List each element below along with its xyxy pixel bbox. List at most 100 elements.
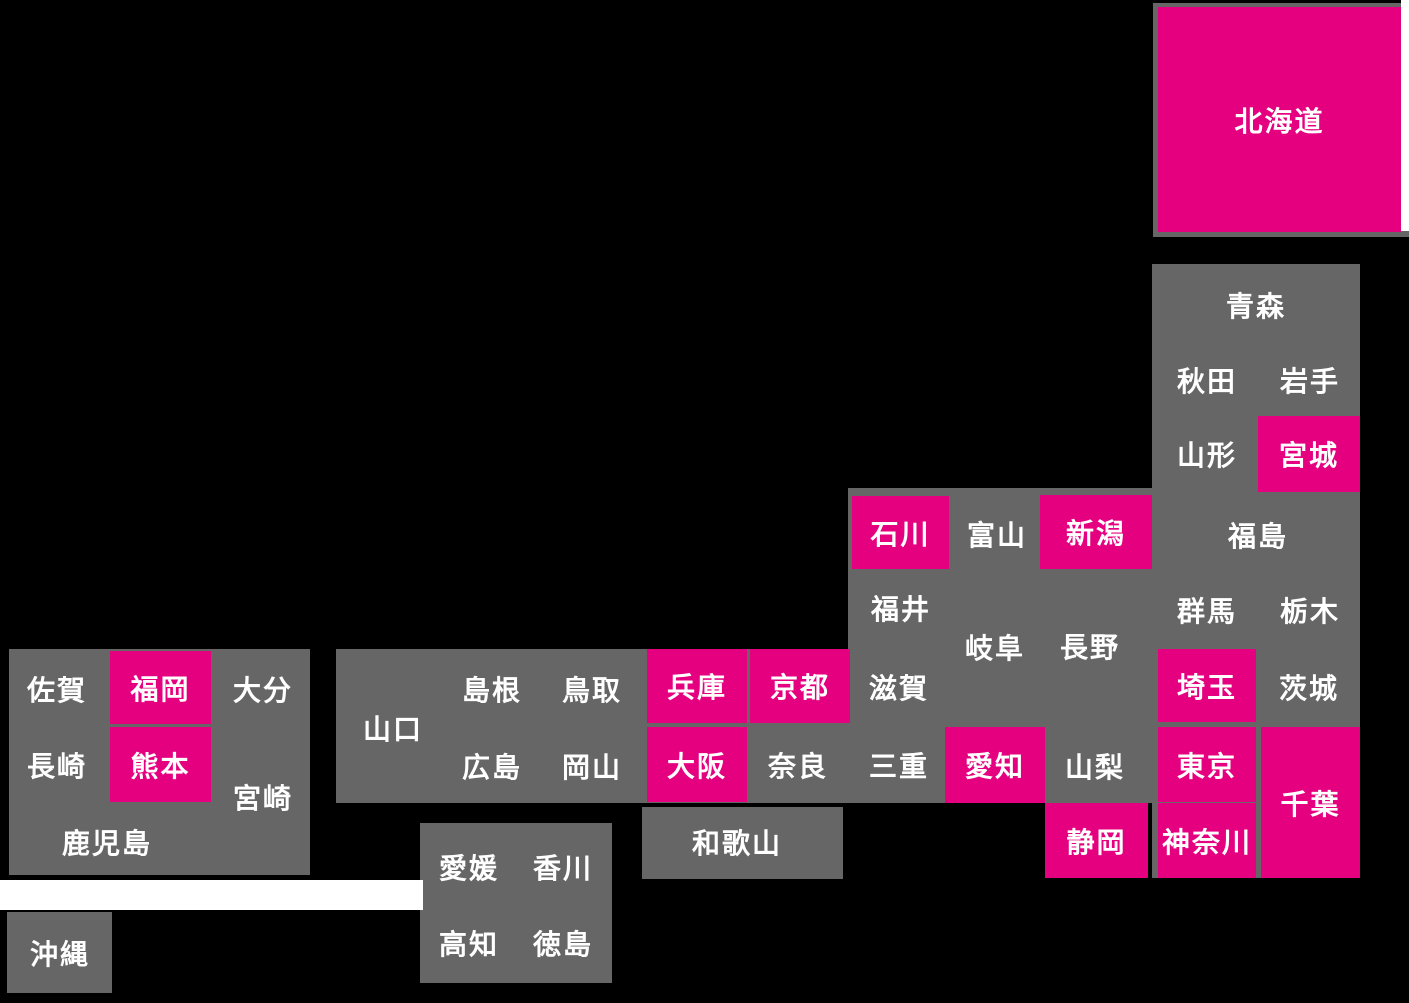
prefecture-label-shizuoka: 静岡 [1066, 826, 1127, 858]
prefecture-gifu-cell[interactable]: 岐阜 [965, 627, 1025, 667]
prefecture-niigata-selected-tile[interactable]: 新潟 [1040, 495, 1152, 569]
prefecture-miyazaki-cell[interactable]: 宮崎 [233, 777, 293, 817]
prefecture-shiga-cell[interactable]: 滋賀 [869, 667, 929, 707]
prefecture-nara-cell[interactable]: 奈良 [768, 745, 828, 785]
prefecture-iwate-cell[interactable]: 岩手 [1280, 360, 1340, 400]
prefecture-label-kanagawa: 神奈川 [1161, 826, 1252, 858]
prefecture-yamanashi-cell[interactable]: 山梨 [1065, 746, 1125, 786]
prefecture-osaka-selected-tile[interactable]: 大阪 [647, 727, 747, 802]
prefecture-kagawa-cell[interactable]: 香川 [533, 847, 593, 887]
prefecture-label-hiroshima: 広島 [461, 752, 523, 783]
prefecture-chiba-selected-tile[interactable]: 千葉 [1261, 727, 1360, 878]
prefecture-label-oita: 大分 [232, 675, 294, 706]
prefecture-label-kagoshima: 鹿児島 [61, 828, 153, 859]
prefecture-label-aomori: 青森 [1225, 291, 1287, 322]
prefecture-mie-cell[interactable]: 三重 [869, 745, 929, 785]
prefecture-tokushima-cell[interactable]: 徳島 [533, 923, 593, 963]
prefecture-label-fukushima: 福島 [1227, 521, 1289, 552]
prefecture-tochigi-cell[interactable]: 栃木 [1280, 590, 1340, 630]
prefecture-kagoshima-cell[interactable]: 鹿児島 [62, 822, 152, 862]
prefecture-label-tokyo: 東京 [1176, 750, 1237, 782]
prefecture-oita-cell[interactable]: 大分 [233, 669, 293, 709]
prefecture-shimane-cell[interactable]: 島根 [462, 669, 522, 709]
prefecture-label-yamaguchi: 山口 [362, 714, 424, 745]
prefecture-label-okayama: 岡山 [561, 752, 623, 783]
prefecture-yamagata-cell[interactable]: 山形 [1177, 434, 1237, 474]
prefecture-label-miyazaki: 宮崎 [232, 783, 294, 814]
prefecture-akita-cell[interactable]: 秋田 [1177, 360, 1237, 400]
prefecture-wakayama-cell[interactable]: 和歌山 [692, 822, 782, 862]
prefecture-ibaraki-cell[interactable]: 茨城 [1279, 667, 1339, 707]
prefecture-label-aichi: 愛知 [964, 751, 1025, 782]
prefecture-label-chiba: 千葉 [1280, 788, 1341, 820]
prefecture-label-gifu: 岐阜 [964, 633, 1026, 664]
prefecture-label-ehime: 愛媛 [438, 853, 500, 884]
prefecture-kumamoto-selected-tile[interactable]: 熊本 [110, 727, 211, 802]
prefecture-aichi-selected-tile[interactable]: 愛知 [945, 727, 1045, 803]
prefecture-label-gunma: 群馬 [1176, 596, 1238, 627]
prefecture-okinawa-cell[interactable]: 沖縄 [30, 933, 90, 973]
prefecture-gunma-cell[interactable]: 群馬 [1177, 590, 1237, 630]
prefecture-label-nagano: 長野 [1059, 632, 1121, 663]
prefecture-kochi-cell[interactable]: 高知 [439, 923, 499, 963]
prefecture-hyogo-selected-tile[interactable]: 兵庫 [647, 649, 747, 723]
prefecture-label-yamanashi: 山梨 [1064, 752, 1126, 783]
prefecture-label-tochigi: 栃木 [1279, 596, 1341, 627]
prefecture-tokyo-selected-tile[interactable]: 東京 [1158, 727, 1256, 802]
prefecture-tottori-cell[interactable]: 鳥取 [562, 669, 622, 709]
prefecture-shizuoka-selected-tile[interactable]: 静岡 [1045, 803, 1148, 878]
prefecture-label-saga: 佐賀 [26, 675, 88, 706]
region-block-shikoku [420, 823, 612, 983]
prefecture-label-kumamoto: 熊本 [130, 750, 191, 782]
prefecture-label-okinawa: 沖縄 [29, 939, 91, 970]
prefecture-label-tottori: 鳥取 [561, 675, 623, 706]
prefecture-okayama-cell[interactable]: 岡山 [562, 746, 622, 786]
prefecture-hokkaido-selected-tile[interactable]: 北海道 [1158, 7, 1401, 232]
prefecture-fukuoka-selected-tile[interactable]: 福岡 [110, 651, 211, 724]
prefecture-label-iwate: 岩手 [1279, 366, 1341, 397]
prefecture-label-shiga: 滋賀 [868, 673, 930, 704]
prefecture-saga-cell[interactable]: 佐賀 [27, 669, 87, 709]
prefecture-nagasaki-cell[interactable]: 長崎 [27, 745, 87, 785]
prefecture-label-ibaraki: 茨城 [1278, 673, 1340, 704]
prefecture-label-toyama: 富山 [966, 520, 1028, 551]
prefecture-label-fukui: 福井 [870, 594, 932, 625]
prefecture-yamaguchi-cell[interactable]: 山口 [363, 708, 423, 748]
prefecture-toyama-cell[interactable]: 富山 [967, 514, 1027, 554]
prefecture-fukui-cell[interactable]: 福井 [871, 588, 931, 628]
prefecture-saitama-selected-tile[interactable]: 埼玉 [1158, 649, 1256, 722]
prefecture-label-kyoto: 京都 [769, 672, 830, 703]
prefecture-label-tokushima: 徳島 [532, 929, 594, 960]
prefecture-label-miyagi: 宮城 [1278, 440, 1339, 471]
prefecture-ehime-cell[interactable]: 愛媛 [439, 847, 499, 887]
prefecture-fukushima-cell[interactable]: 福島 [1228, 515, 1288, 555]
prefecture-label-nagasaki: 長崎 [26, 751, 88, 782]
prefecture-kyoto-selected-tile[interactable]: 京都 [750, 649, 850, 723]
prefecture-label-fukuoka: 福岡 [130, 673, 191, 705]
prefecture-ishikawa-selected-tile[interactable]: 石川 [852, 496, 949, 569]
region-block-okinawa-block [7, 912, 112, 993]
prefecture-kanagawa-selected-tile[interactable]: 神奈川 [1158, 803, 1256, 878]
prefecture-label-kochi: 高知 [438, 929, 500, 960]
white-strip-right [1401, 0, 1409, 231]
prefecture-label-ishikawa: 石川 [870, 518, 931, 550]
prefecture-nagano-cell[interactable]: 長野 [1060, 626, 1120, 666]
prefecture-label-hokkaido: 北海道 [1234, 105, 1325, 137]
prefecture-label-osaka: 大阪 [666, 750, 727, 782]
prefecture-label-akita: 秋田 [1176, 366, 1238, 397]
region-block-wakayama-block [642, 807, 843, 879]
prefecture-label-saitama: 埼玉 [1176, 671, 1237, 703]
prefecture-miyagi-selected-tile[interactable]: 宮城 [1258, 416, 1360, 492]
white-bar-left [0, 880, 423, 910]
prefecture-label-shimane: 島根 [461, 675, 523, 706]
prefecture-hiroshima-cell[interactable]: 広島 [462, 746, 522, 786]
prefecture-label-yamagata: 山形 [1176, 440, 1238, 471]
prefecture-label-kagawa: 香川 [532, 853, 594, 884]
prefecture-label-wakayama: 和歌山 [691, 828, 783, 859]
prefecture-label-nara: 奈良 [767, 751, 829, 782]
prefecture-aomori-cell[interactable]: 青森 [1226, 285, 1286, 325]
prefecture-label-mie: 三重 [868, 751, 930, 782]
prefecture-label-niigata: 新潟 [1065, 518, 1126, 549]
prefecture-label-hyogo: 兵庫 [666, 672, 727, 703]
